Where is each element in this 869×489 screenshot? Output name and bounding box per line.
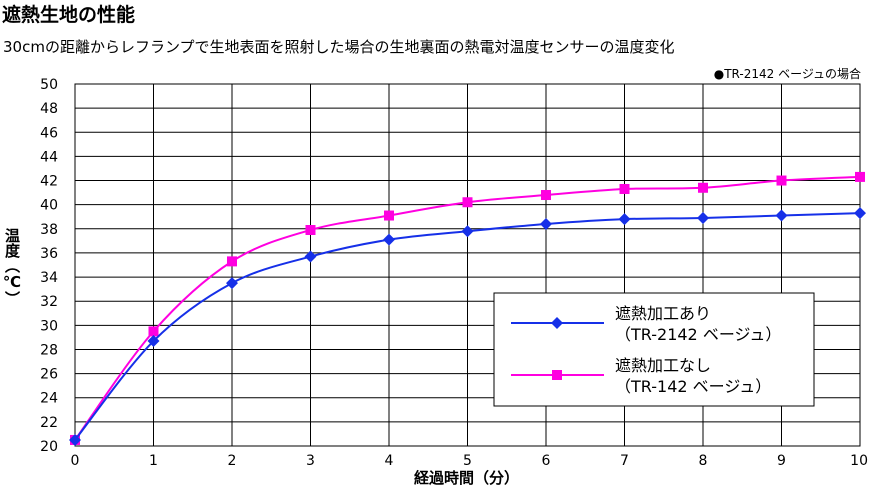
chart-note: ●TR-2142 ベージュの場合 <box>713 67 861 81</box>
y-tick-label: 34 <box>40 270 58 286</box>
data-point-series-2 <box>541 190 551 201</box>
data-point-series-1 <box>854 207 866 220</box>
y-tick-label: 48 <box>40 101 58 117</box>
data-point-series-2 <box>384 210 394 221</box>
x-tick-label: 2 <box>228 453 237 469</box>
data-point-series-2 <box>227 256 237 267</box>
data-point-series-2 <box>776 175 787 186</box>
y-tick-label: 42 <box>40 174 58 190</box>
x-tick-label: 0 <box>71 453 80 469</box>
data-point-series-2 <box>698 182 708 193</box>
x-tick-label: 4 <box>385 453 394 469</box>
chart-subtitle: 30cmの距離からレフランプで生地表面を照射した場合の生地裏面の熱電対温度センサ… <box>3 38 675 56</box>
x-tick-labels: 0 1 2 3 4 5 6 7 8 9 10 <box>71 453 868 469</box>
y-tick-label: 50 <box>40 77 58 93</box>
y-tick-label: 40 <box>40 198 58 214</box>
x-tick-label: 7 <box>620 453 629 469</box>
y-tick-label: 22 <box>40 415 58 431</box>
y-tick-label: 30 <box>40 318 58 334</box>
data-point-series-1 <box>697 211 709 224</box>
data-point-series-2 <box>462 197 473 208</box>
data-point-series-2 <box>619 183 630 194</box>
data-point-series-1 <box>304 250 317 263</box>
series-line-2 <box>74 175 861 441</box>
y-axis-label: 温度（℃） <box>3 228 21 306</box>
y-tick-label: 46 <box>40 125 58 141</box>
legend-label-2: 遮熱加工なし <box>615 356 711 375</box>
data-point-series-2 <box>148 326 159 337</box>
y-tick-label: 38 <box>40 222 58 238</box>
data-point-series-2 <box>305 225 316 236</box>
x-tick-label: 3 <box>306 453 315 469</box>
x-tick-label: 1 <box>149 453 158 469</box>
y-tick-label: 44 <box>40 149 58 165</box>
legend-sublabel-2: （TR-142 ベージュ） <box>615 377 771 396</box>
y-tick-labels: 20 22 24 26 28 30 32 34 36 38 40 42 44 46 48 50 <box>40 77 58 455</box>
series-line-1 <box>74 212 861 441</box>
y-tick-label: 26 <box>40 367 58 383</box>
data-point-series-1 <box>226 277 238 290</box>
x-axis-label: 経過時間（分） <box>414 469 520 487</box>
data-point-series-1 <box>618 213 631 226</box>
chart-title: 遮熱生地の性能 <box>2 4 136 26</box>
y-tick-label: 32 <box>40 294 58 310</box>
y-tick-label: 28 <box>40 342 58 358</box>
x-tick-label: 5 <box>463 453 472 469</box>
data-point-series-1 <box>147 335 160 348</box>
legend-label-1: 遮熱加工あり <box>615 304 711 323</box>
data-point-series-1 <box>775 209 788 222</box>
x-tick-label: 6 <box>542 453 551 469</box>
data-point-series-1 <box>69 433 81 446</box>
legend-box <box>493 292 815 407</box>
y-tick-label: 24 <box>40 391 58 407</box>
x-tick-label: 10 <box>850 453 868 469</box>
data-point-series-1 <box>461 225 474 238</box>
data-point-series-1 <box>540 217 552 230</box>
x-tick-label: 8 <box>699 453 708 469</box>
data-point-series-2 <box>855 171 865 182</box>
legend-sublabel-1: （TR-2142 ベージュ） <box>615 325 781 344</box>
data-point-series-1 <box>383 233 395 246</box>
legend-marker-2 <box>552 370 562 380</box>
y-tick-label: 36 <box>40 246 58 262</box>
series-group <box>69 171 866 446</box>
legend: 遮熱加工あり （TR-2142 ベージュ） 遮熱加工なし （TR-142 ベージュ） <box>493 292 815 407</box>
y-tick-label: 20 <box>40 439 58 455</box>
x-tick-label: 9 <box>777 453 786 469</box>
legend-marker-1 <box>551 317 563 329</box>
